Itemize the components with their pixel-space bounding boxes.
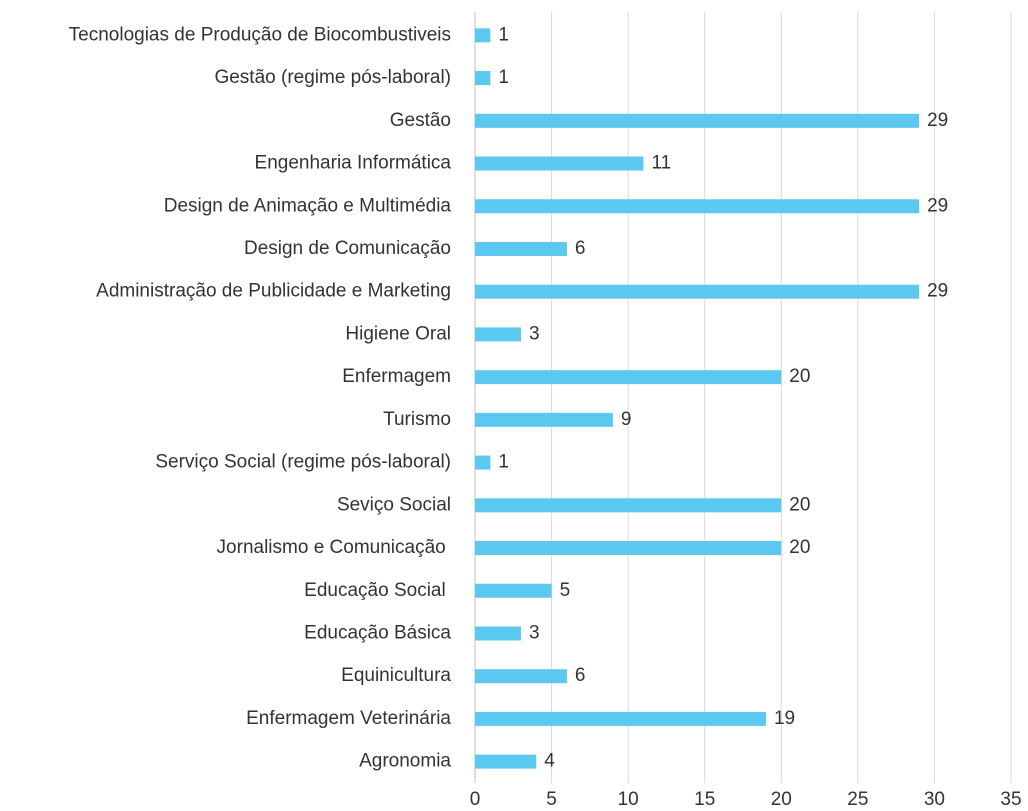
data-label: 3 bbox=[529, 622, 540, 643]
data-label: 3 bbox=[529, 323, 540, 344]
y-tick-label: Gestão bbox=[390, 110, 451, 131]
data-label: 9 bbox=[621, 409, 632, 430]
bar bbox=[475, 71, 491, 86]
bar bbox=[475, 541, 782, 556]
y-tick-label: Enfermagem Veterinária bbox=[246, 708, 451, 729]
bar bbox=[475, 626, 521, 641]
y-tick-label: Serviço Social (regime pós-laboral) bbox=[155, 452, 451, 473]
bar bbox=[475, 199, 920, 214]
y-tick-label: Seviço Social bbox=[337, 494, 451, 515]
y-tick-label: Educação Básica bbox=[304, 622, 451, 643]
x-tick-label: 35 bbox=[1000, 789, 1021, 810]
y-tick-label: Jornalismo e Comunicação bbox=[217, 537, 451, 558]
bar bbox=[475, 284, 920, 299]
y-tick-label: Educação Social bbox=[304, 580, 451, 601]
y-tick-label: Gestão (regime pós-laboral) bbox=[214, 67, 451, 88]
bar bbox=[475, 498, 782, 513]
y-tick-label: Engenharia Informática bbox=[255, 153, 452, 174]
bar bbox=[475, 583, 552, 598]
y-tick-label: Tecnologias de Produção de Biocombustive… bbox=[69, 24, 451, 45]
data-label: 19 bbox=[774, 708, 795, 729]
data-label: 6 bbox=[575, 238, 586, 259]
bar bbox=[475, 113, 920, 128]
bar bbox=[475, 241, 567, 256]
y-tick-label: Design de Animação e Multimédia bbox=[164, 195, 452, 216]
x-tick-label: 15 bbox=[694, 789, 715, 810]
y-tick-label: Equinicultura bbox=[341, 665, 451, 686]
data-label: 1 bbox=[498, 452, 509, 473]
data-label: 1 bbox=[498, 24, 509, 45]
y-tick-label: Agronomia bbox=[359, 751, 451, 772]
y-tick-label: Enfermagem bbox=[342, 366, 451, 387]
x-tick-label: 20 bbox=[771, 789, 792, 810]
bar bbox=[475, 327, 521, 342]
data-label: 4 bbox=[544, 751, 555, 772]
data-label: 6 bbox=[575, 665, 586, 686]
x-tick-label: 30 bbox=[924, 789, 945, 810]
x-tick-label: 25 bbox=[847, 789, 868, 810]
bar bbox=[475, 754, 537, 769]
data-label: 5 bbox=[560, 580, 571, 601]
data-label: 11 bbox=[651, 153, 671, 174]
y-tick-label: Higiene Oral bbox=[345, 323, 451, 344]
data-label: 29 bbox=[927, 110, 948, 131]
x-tick-label: 0 bbox=[470, 789, 481, 810]
y-tick-label: Design de Comunicação bbox=[244, 238, 451, 259]
x-tick-label: 5 bbox=[546, 789, 557, 810]
bar bbox=[475, 412, 613, 427]
data-label: 20 bbox=[789, 494, 810, 515]
data-label: 29 bbox=[927, 281, 948, 302]
data-label: 1 bbox=[498, 67, 509, 88]
bar bbox=[475, 669, 567, 684]
x-tick-label: 10 bbox=[618, 789, 639, 810]
bar bbox=[475, 370, 782, 385]
bar bbox=[475, 28, 491, 43]
data-label: 29 bbox=[927, 195, 948, 216]
bar bbox=[475, 455, 491, 470]
data-label: 20 bbox=[789, 537, 810, 558]
bar bbox=[475, 711, 766, 726]
bar bbox=[475, 156, 644, 171]
data-label: 20 bbox=[789, 366, 810, 387]
y-tick-label: Turismo bbox=[383, 409, 451, 430]
y-tick-label: Administração de Publicidade e Marketing bbox=[96, 281, 451, 302]
